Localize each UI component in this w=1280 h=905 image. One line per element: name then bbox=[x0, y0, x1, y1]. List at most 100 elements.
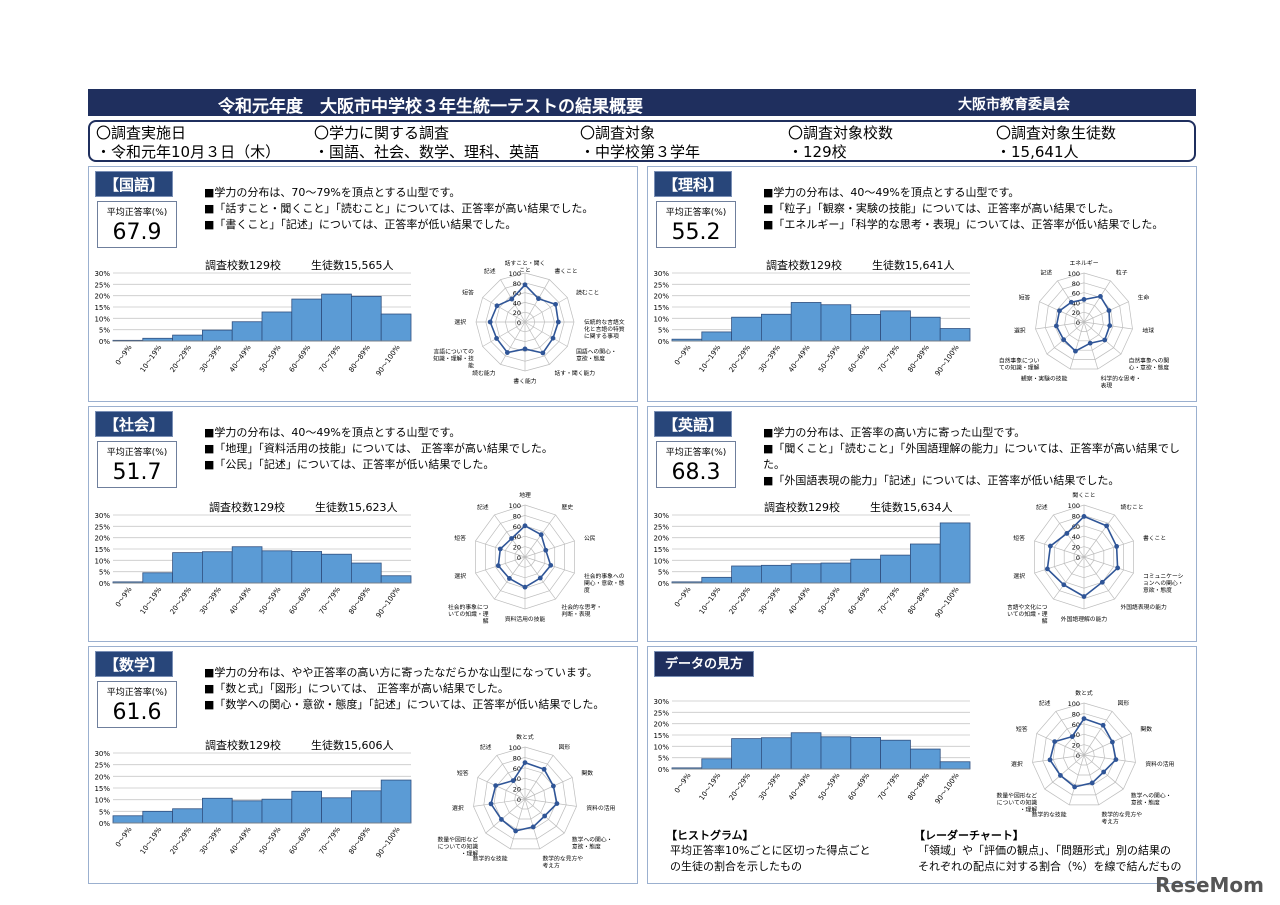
average-label: 平均正答率(%) bbox=[665, 208, 727, 218]
note: ■「公民」「記述」については、正答率が低い結果でした。 bbox=[204, 458, 495, 471]
radar-axis-label-line: 選択 bbox=[1013, 572, 1025, 580]
hist-header: 調査校数129校 生徒数15,623人 bbox=[209, 499, 428, 515]
radar-axis-label: 記述 bbox=[1039, 699, 1051, 707]
radar-point bbox=[537, 575, 543, 581]
radar-point bbox=[1072, 784, 1078, 790]
histogram-bar bbox=[761, 737, 792, 770]
radar-point bbox=[1053, 323, 1059, 329]
radar-point bbox=[1061, 582, 1067, 588]
histogram-bar bbox=[820, 736, 852, 770]
y-tick-label: 25% bbox=[653, 709, 669, 717]
hist-header: 調査校数129校 生徒数15,606人 bbox=[205, 737, 424, 753]
radar-axis-label-line: 科学的な思考・ bbox=[1101, 375, 1142, 383]
y-tick-label: 25% bbox=[653, 523, 669, 531]
radar-grid-ring bbox=[483, 757, 567, 840]
radar-axis-label-line: 数量や図形など bbox=[438, 836, 479, 844]
x-tick-label: 60～69% bbox=[847, 771, 872, 802]
x-tick-label: 60～69% bbox=[288, 825, 313, 856]
radar-guide: 0 20 40 60 80 100 数と式図形関数資料の活用数学への関心・意欲・態度数学的な… bbox=[997, 689, 1175, 825]
radar-axis-label-line: 資料の活用 bbox=[1145, 760, 1174, 768]
radar-tick-label: 80 bbox=[1072, 710, 1080, 718]
radar-point bbox=[1052, 739, 1058, 745]
histogram-bar bbox=[790, 302, 822, 342]
radar-tick-label: 20 bbox=[1072, 742, 1080, 750]
histogram-bar bbox=[939, 522, 971, 584]
subject-tag: 【数学】 bbox=[95, 651, 173, 677]
radar-tick-label: 100 bbox=[1068, 270, 1080, 278]
radar-point bbox=[550, 783, 556, 789]
radar-spoke bbox=[524, 755, 554, 800]
info-value: ・15,641人 bbox=[996, 143, 1079, 161]
histogram-bar bbox=[731, 565, 762, 584]
histogram-bar bbox=[112, 815, 144, 824]
radar-axis-label-line: 公民 bbox=[584, 535, 596, 542]
info-schools: 〇調査対象校数 ・129校 bbox=[788, 124, 893, 162]
radar-axis-label: 公民 bbox=[584, 535, 596, 542]
radar-axis-label: 短答 bbox=[454, 534, 466, 542]
radar-spoke bbox=[1053, 556, 1085, 600]
x-tick-label: 60～69% bbox=[288, 585, 313, 616]
notes: ■学力の分布は、やや正答率の高い方に寄ったなだらかな山型になっています。 ■「数… bbox=[204, 665, 604, 713]
radar-spoke bbox=[1032, 754, 1085, 763]
radar-tick-label: 60 bbox=[513, 765, 521, 773]
radar-spoke bbox=[1083, 711, 1113, 756]
radar-tick-label: 80 bbox=[1072, 512, 1080, 520]
histogram-kokugo: 0% 5% 10% 15% 20% 25% 30% 0～9% 10～19% 20～29% 30～39… bbox=[94, 270, 412, 378]
note: ■「書くこと」「記述」については、正答率が低い結果でした。 bbox=[204, 218, 517, 231]
radar-spoke bbox=[1035, 321, 1085, 330]
x-tick-label: 10～19% bbox=[139, 825, 164, 856]
radar-axis-label-line: 自然事象につい bbox=[999, 357, 1040, 365]
student-count: 生徒数15,641人 bbox=[872, 259, 955, 272]
radar-point bbox=[548, 562, 554, 568]
histogram-bar bbox=[321, 553, 352, 584]
histogram-bar bbox=[202, 797, 233, 824]
radar-tick-label: 20 bbox=[1072, 309, 1080, 317]
radar-tick-label: 40 bbox=[513, 533, 521, 541]
radar-spoke bbox=[1053, 514, 1085, 558]
hist-header: 調査校数129校 生徒数15,565人 bbox=[205, 257, 424, 273]
radar-point bbox=[1109, 739, 1115, 745]
radar-point bbox=[1081, 297, 1087, 302]
radar-axis-label-line: 書くこと bbox=[555, 267, 578, 275]
radar-axis-label: 数学への関心・意欲・態度 bbox=[1131, 792, 1172, 807]
x-tick-label: 20～29% bbox=[169, 585, 194, 616]
radar-axis-label: コミュニケーションへの関心・意欲・態度 bbox=[1143, 573, 1184, 594]
radar-spoke bbox=[510, 798, 526, 849]
info-subjects: 〇学力に関する調査 ・国語、社会、数学、理科、英語 bbox=[314, 124, 539, 162]
histogram-bar bbox=[172, 334, 203, 342]
info-bar: 〇調査実施日 ・令和元年10月３日（木） 〇学力に関する調査 ・国語、社会、数学、理… bbox=[88, 120, 1196, 162]
radar-point bbox=[509, 536, 514, 541]
panel-eigo: 【英語】 平均正答率(%) 68.3 ■学力の分布は、正答率の高い方に寄った山型… bbox=[647, 406, 1197, 642]
hist-header: 調査校数129校 生徒数15,634人 bbox=[764, 499, 983, 515]
info-value: ・中学校第３学年 bbox=[580, 143, 701, 161]
radar-spoke bbox=[1083, 556, 1134, 574]
radar-point bbox=[1081, 514, 1087, 519]
radar-axis-label: 数学的な技能 bbox=[1032, 810, 1067, 818]
radar-axis-label: 数学的な見方や考え方 bbox=[1101, 810, 1142, 825]
radar-axis-label-line: 能 bbox=[468, 362, 474, 370]
y-tick-label: 10% bbox=[653, 315, 669, 323]
radar-point bbox=[530, 824, 536, 830]
radar-tick-label: 60 bbox=[513, 523, 521, 531]
radar-axis-label-line: 選択 bbox=[452, 804, 464, 812]
radar-axis-label: 記述 bbox=[484, 267, 496, 275]
panel-shakai: 【社会】 平均正答率(%) 51.7 ■学力の分布は、40～49%を頂点とする山… bbox=[88, 406, 638, 642]
notes: ■学力の分布は、40～49%を頂点とする山型です。 ■「粒子」「観察・実験の技能… bbox=[763, 185, 1163, 233]
radar-axis-label: 図形 bbox=[1118, 699, 1130, 707]
radar-axis-label-line: についての知識 bbox=[997, 799, 1038, 807]
radar-point bbox=[1057, 308, 1062, 314]
x-tick-label: 90～100% bbox=[934, 585, 961, 619]
radar-axis-label: 選択 bbox=[452, 804, 464, 812]
radar-axis-label: 書くこと bbox=[555, 267, 578, 275]
y-tick-label: 20% bbox=[94, 535, 110, 543]
radar-axis-label-line: 図形 bbox=[1118, 699, 1130, 707]
radar-point bbox=[1099, 579, 1105, 585]
radar-spoke bbox=[1039, 301, 1085, 323]
y-tick-label: 10% bbox=[653, 557, 669, 565]
radar-axis-label-line: 書く能力 bbox=[513, 377, 536, 385]
radar-spoke bbox=[482, 321, 526, 347]
radar-axis-label-line: 社会的事象への bbox=[584, 572, 625, 580]
radar-axis-label-line: 記述 bbox=[1039, 699, 1051, 707]
radar-axis-label-line: 度 bbox=[584, 586, 590, 594]
radar-point bbox=[1107, 323, 1113, 329]
